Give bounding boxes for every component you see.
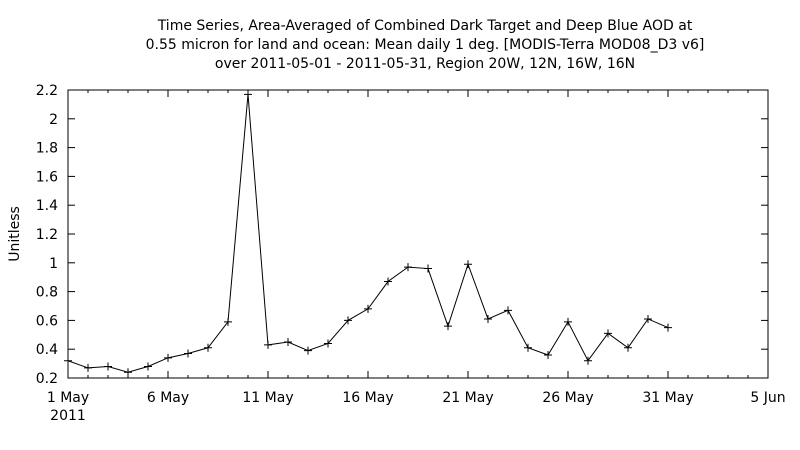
y-tick-label: 0.2 xyxy=(36,371,58,387)
chart-title: Time Series, Area-Averaged of Combined D… xyxy=(0,17,800,74)
y-tick-label: 2.2 xyxy=(36,83,58,99)
data-point-marker xyxy=(664,323,672,332)
data-point-marker xyxy=(144,362,152,371)
data-point-marker xyxy=(584,356,592,365)
x-tick-sublabel: 2011 xyxy=(50,408,86,424)
data-point-marker xyxy=(444,322,452,331)
x-tick-label: 6 May xyxy=(147,390,189,406)
data-point-marker xyxy=(264,340,272,349)
data-point-marker xyxy=(344,316,352,325)
data-point-marker xyxy=(464,260,472,269)
x-tick-label: 21 May xyxy=(442,390,493,406)
data-point-marker xyxy=(104,362,112,371)
x-tick-label: 1 May xyxy=(47,390,89,406)
y-tick-label: 1.4 xyxy=(36,198,58,214)
data-point-marker xyxy=(244,90,252,99)
data-point-marker xyxy=(184,349,192,358)
data-point-marker xyxy=(424,264,432,273)
y-tick-label: 1.6 xyxy=(36,169,58,185)
data-point-marker xyxy=(84,363,92,372)
x-tick-label: 16 May xyxy=(342,390,393,406)
y-tick-label: 2 xyxy=(49,112,58,128)
data-point-marker xyxy=(504,306,512,315)
data-point-marker xyxy=(484,314,492,323)
y-axis-label: Unitless xyxy=(7,206,23,262)
data-point-marker xyxy=(364,304,372,313)
data-point-marker xyxy=(544,350,552,359)
chart-title-line-2: 0.55 micron for land and ocean: Mean dai… xyxy=(145,37,705,53)
data-point-marker xyxy=(64,356,72,365)
data-point-marker xyxy=(624,343,632,352)
data-point-marker xyxy=(524,343,532,352)
x-tick-label: 26 May xyxy=(542,390,593,406)
x-tick-label: 31 May xyxy=(642,390,693,406)
series-line xyxy=(67,94,669,373)
chart-title-line-1: Time Series, Area-Averaged of Combined D… xyxy=(157,18,693,34)
data-point-marker xyxy=(224,317,232,326)
data-point-marker xyxy=(604,329,612,338)
y-tick-label: 1 xyxy=(49,256,58,272)
data-point-marker xyxy=(284,338,292,346)
data-point-marker xyxy=(124,368,132,377)
y-tick-label: 1.8 xyxy=(36,141,58,157)
chart-title-line-3: over 2011-05-01 - 2011-05-31, Region 20W… xyxy=(214,56,636,72)
data-point-marker xyxy=(644,314,652,323)
data-point-marker xyxy=(564,317,572,326)
x-tick-label: 5 Jun xyxy=(750,390,785,406)
axes: 1 May 2011 6 May 11 May 16 May 21 May 26 May 31… xyxy=(36,83,786,424)
data-point-marker xyxy=(384,277,392,286)
series-group xyxy=(64,90,672,377)
data-point-marker xyxy=(404,263,412,272)
y-tick-label: 1.2 xyxy=(36,227,58,243)
data-point-marker xyxy=(204,343,212,352)
y-tick-label: 0.6 xyxy=(36,313,58,329)
data-point-marker xyxy=(164,353,172,362)
plot-frame xyxy=(67,89,769,379)
data-point-marker xyxy=(304,346,312,355)
x-tick-label: 11 May xyxy=(242,390,293,406)
y-tick-label: 0.8 xyxy=(36,285,58,301)
y-tick-label: 0.4 xyxy=(36,342,58,358)
data-point-marker xyxy=(324,339,332,348)
